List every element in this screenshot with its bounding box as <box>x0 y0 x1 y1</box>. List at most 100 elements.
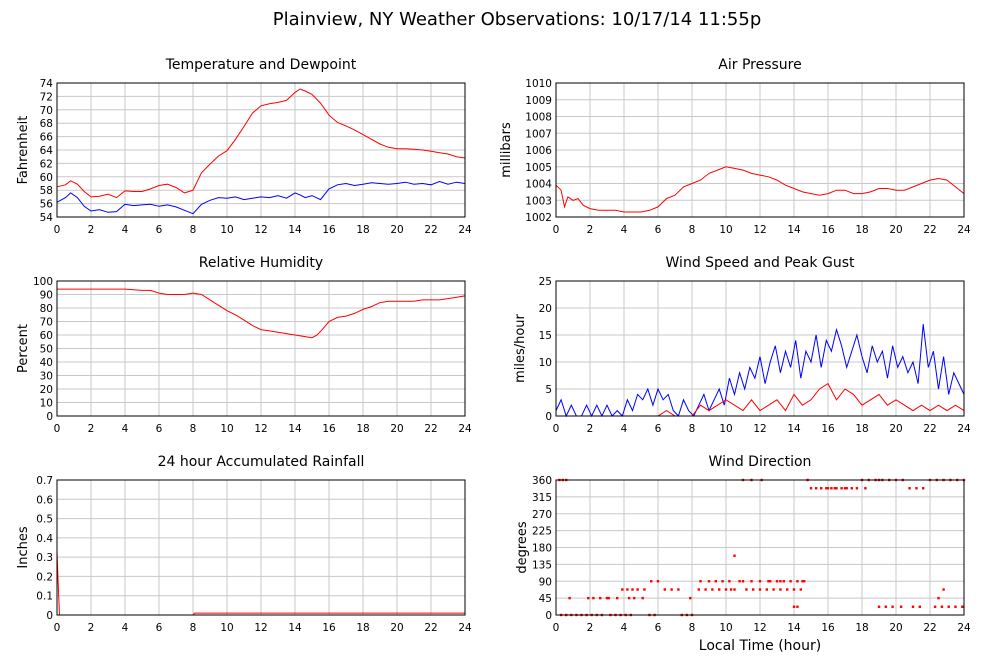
y-axis-title: miles/hour <box>513 313 528 382</box>
x-tick-label: 14 <box>288 622 302 634</box>
plot-frame <box>56 82 466 218</box>
data-point <box>568 596 571 600</box>
y-tick-label: 0.1 <box>36 591 53 603</box>
y-tick-label: 0.4 <box>36 533 53 545</box>
data-point <box>729 588 733 591</box>
data-point <box>814 487 818 490</box>
data-point <box>850 487 853 490</box>
x-tick-label: 8 <box>190 224 197 236</box>
x-axis-title: Local Time (hour) <box>699 638 821 654</box>
y-tick-label: 0 <box>46 610 53 622</box>
data-point <box>809 487 813 490</box>
data-point <box>855 487 859 490</box>
y-tick-label: 0 <box>46 411 53 423</box>
y-tick-label: 0.6 <box>36 494 53 506</box>
data-point <box>937 596 940 600</box>
x-tick-label: 6 <box>655 224 662 236</box>
data-point <box>697 588 700 591</box>
x-tick-label: 8 <box>689 423 696 435</box>
y-tick-label: 30 <box>40 371 53 383</box>
direction-chart: 0 2 4 6 8 10 12 14 16 18 20 22 240459013518022527031… <box>515 454 971 634</box>
y-axis-title: Percent <box>16 324 31 373</box>
y-tick-label: 62 <box>40 158 53 170</box>
y-tick-label: 1007 <box>525 128 552 140</box>
data-point <box>799 588 802 591</box>
data-point <box>718 588 721 591</box>
data-point <box>933 605 937 608</box>
x-tick-label: 20 <box>889 224 902 236</box>
x-tick-label: 6 <box>156 423 163 435</box>
x-tick-label: 0 <box>54 622 61 634</box>
charts-layer: 0 2 4 6 8 10 12 14 16 18 20 22 245456586062646668707… <box>16 57 971 634</box>
chart-title: Wind Speed and Peak Gust <box>666 255 855 271</box>
data-point <box>599 596 602 600</box>
plot-frame <box>56 479 466 616</box>
data-point <box>663 588 666 591</box>
blue-series-line <box>56 180 466 215</box>
data-point <box>643 588 646 591</box>
chart-title: Air Pressure <box>718 57 801 73</box>
data-point <box>704 588 707 591</box>
x-tick-label: 2 <box>88 423 95 435</box>
y-tick-label: 1004 <box>525 179 552 191</box>
data-point <box>772 588 775 591</box>
data-point <box>707 580 711 583</box>
data-point <box>899 605 903 608</box>
x-tick-label: 22 <box>923 224 936 236</box>
plot-frame <box>555 280 965 417</box>
data-point <box>803 580 806 583</box>
data-point <box>954 605 957 608</box>
x-tick-label: 18 <box>356 224 369 236</box>
y-tick-label: 66 <box>40 132 54 144</box>
y-tick-label: 10 <box>539 357 552 369</box>
y-tick-label: 1003 <box>525 195 552 207</box>
x-tick-label: 24 <box>458 622 472 634</box>
data-point <box>792 588 796 591</box>
x-tick-label: 12 <box>254 423 267 435</box>
data-point <box>677 588 680 591</box>
x-tick-label: 6 <box>156 622 163 634</box>
x-tick-label: 14 <box>787 622 801 634</box>
x-tick-label: 22 <box>424 622 437 634</box>
data-point <box>592 596 595 600</box>
data-point <box>961 605 964 608</box>
chart-title: Relative Humidity <box>199 255 323 271</box>
data-point <box>779 588 782 591</box>
data-point <box>714 580 717 583</box>
y-tick-label: 5 <box>545 384 552 396</box>
x-tick-label: 10 <box>719 622 732 634</box>
data-point <box>699 580 702 583</box>
x-tick-label: 0 <box>553 622 560 634</box>
data-point <box>918 605 921 608</box>
data-point <box>605 596 609 600</box>
rain-chart: 0 2 4 6 8 10 12 14 16 18 20 22 2400.10.20.30.40.50.6… <box>16 454 472 634</box>
data-point <box>835 487 838 490</box>
data-point <box>796 580 799 583</box>
data-point <box>825 487 828 490</box>
data-point <box>843 487 847 490</box>
x-tick-label: 22 <box>923 622 936 634</box>
data-point <box>792 605 796 608</box>
data-point <box>833 487 836 490</box>
x-tick-label: 8 <box>689 224 696 236</box>
y-tick-label: 0 <box>545 411 552 423</box>
y-tick-label: 0.2 <box>36 571 53 583</box>
data-point <box>884 605 887 608</box>
x-tick-label: 22 <box>424 423 437 435</box>
y-tick-label: 1002 <box>525 212 552 224</box>
data-point <box>758 588 762 591</box>
y-tick-label: 360 <box>532 475 552 487</box>
red-series-line <box>56 88 466 199</box>
y-axis-title: degrees <box>515 521 530 574</box>
x-tick-label: 18 <box>855 423 868 435</box>
x-tick-label: 8 <box>689 622 696 634</box>
data-point <box>775 580 779 583</box>
x-tick-label: 24 <box>957 423 971 435</box>
x-tick-label: 4 <box>122 423 129 435</box>
data-point <box>830 487 833 490</box>
data-point <box>689 596 692 600</box>
x-tick-label: 16 <box>821 224 835 236</box>
data-point <box>750 580 753 583</box>
data-point <box>877 605 881 608</box>
